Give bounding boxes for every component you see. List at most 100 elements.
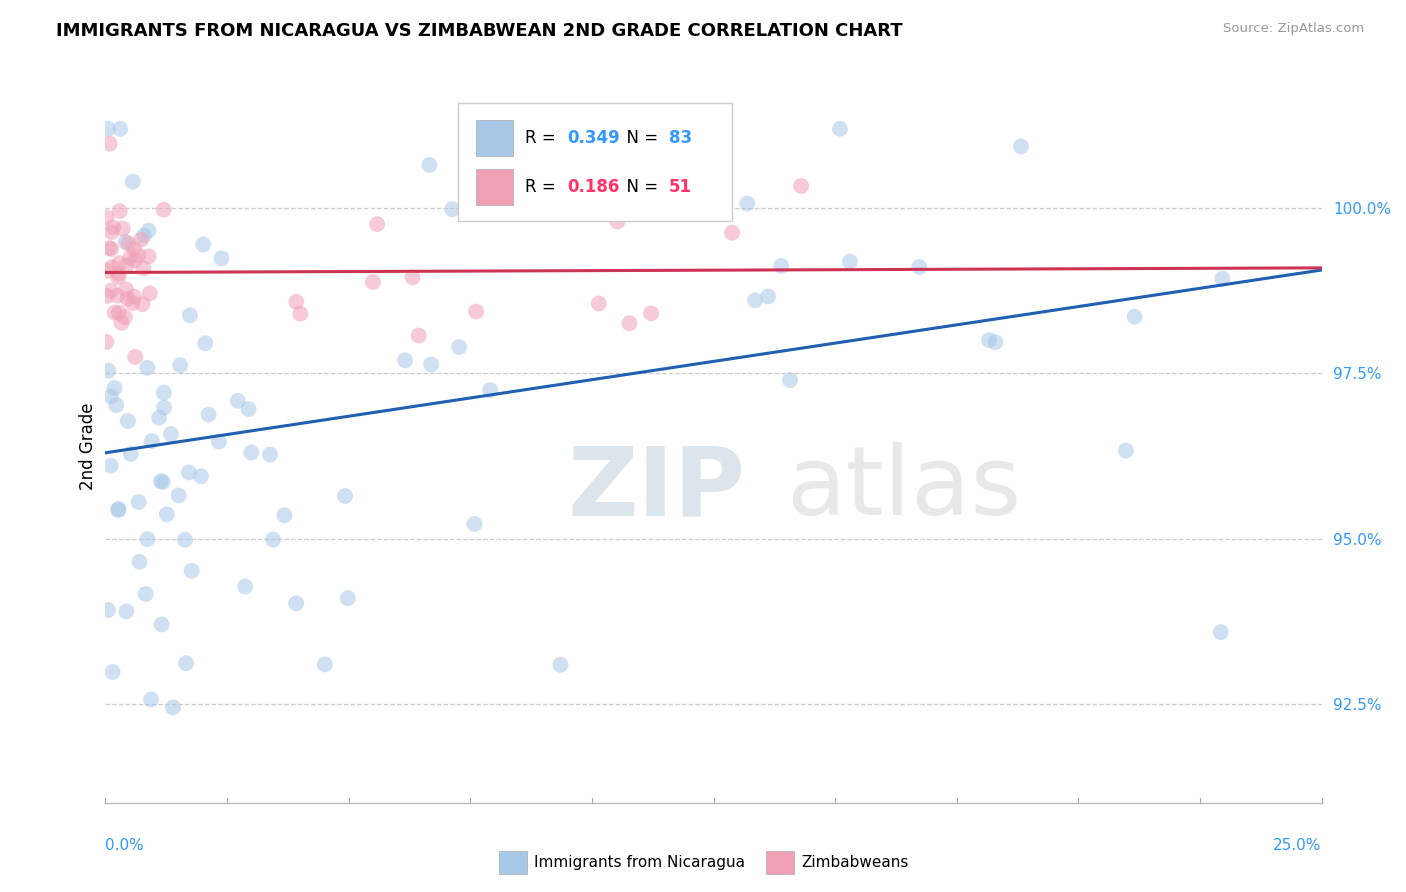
Point: [136, 360, 159, 375]
Point: [148, 410, 170, 425]
Point: [194, 336, 217, 351]
Point: [174, 533, 197, 547]
Text: Source: ZipAtlas.com: Source: ZipAtlas.com: [1223, 22, 1364, 36]
Text: 0.349: 0.349: [568, 129, 620, 147]
Point: [115, 604, 138, 618]
Point: [100, 242, 122, 256]
Point: [190, 469, 212, 483]
Point: [479, 383, 502, 397]
Point: [756, 289, 779, 303]
Point: [838, 254, 860, 268]
Point: [103, 381, 125, 395]
Point: [131, 297, 153, 311]
Point: [117, 236, 139, 251]
Text: ZIP: ZIP: [568, 442, 745, 535]
Point: [117, 414, 139, 428]
Text: N =: N =: [616, 129, 664, 147]
FancyBboxPatch shape: [458, 103, 731, 221]
Point: [420, 358, 443, 372]
Point: [828, 121, 851, 136]
Point: [177, 466, 200, 480]
Point: [174, 657, 197, 671]
Point: [100, 390, 122, 404]
Point: [135, 587, 157, 601]
Point: [211, 252, 233, 266]
Point: [96, 334, 118, 349]
Text: 0.186: 0.186: [568, 178, 620, 195]
Point: [115, 259, 138, 273]
Point: [314, 657, 336, 672]
Point: [97, 121, 120, 136]
Point: [96, 289, 118, 303]
Point: [1209, 625, 1232, 640]
Point: [333, 489, 356, 503]
Point: [744, 293, 766, 308]
Text: N =: N =: [616, 178, 664, 195]
Text: R =: R =: [524, 178, 561, 195]
Point: [240, 445, 263, 459]
Point: [770, 259, 793, 273]
Point: [96, 211, 118, 225]
Point: [441, 202, 464, 217]
Point: [463, 516, 485, 531]
Point: [108, 256, 131, 270]
Point: [132, 261, 155, 276]
Point: [516, 195, 538, 210]
Point: [121, 296, 143, 310]
Point: [160, 426, 183, 441]
Point: [98, 136, 121, 151]
Text: 83: 83: [668, 129, 692, 147]
Point: [152, 202, 174, 217]
Point: [735, 196, 758, 211]
Text: atlas: atlas: [786, 442, 1022, 535]
Point: [197, 408, 219, 422]
Point: [107, 503, 129, 517]
Point: [111, 221, 134, 235]
Point: [418, 158, 440, 172]
Y-axis label: 2nd Grade: 2nd Grade: [79, 402, 97, 490]
Point: [977, 333, 1000, 347]
Point: [366, 217, 388, 231]
Point: [97, 363, 120, 377]
Point: [550, 657, 572, 672]
Text: Immigrants from Nicaragua: Immigrants from Nicaragua: [534, 855, 745, 870]
Point: [121, 175, 143, 189]
Point: [122, 289, 145, 303]
Point: [114, 310, 136, 324]
Point: [233, 580, 256, 594]
Point: [114, 235, 136, 249]
Point: [790, 179, 813, 194]
Point: [336, 591, 359, 606]
Point: [107, 502, 129, 516]
Text: 0.0%: 0.0%: [105, 838, 145, 854]
Point: [449, 340, 471, 354]
Point: [226, 393, 249, 408]
Point: [120, 447, 142, 461]
Text: Zimbabweans: Zimbabweans: [801, 855, 908, 870]
Point: [285, 294, 308, 309]
Point: [290, 307, 312, 321]
Point: [139, 692, 162, 706]
Point: [273, 508, 295, 523]
Point: [640, 306, 662, 320]
Point: [588, 296, 610, 310]
Point: [138, 249, 160, 263]
Point: [150, 617, 173, 632]
Point: [141, 434, 163, 448]
Point: [104, 305, 127, 319]
Point: [408, 328, 430, 343]
Point: [110, 316, 132, 330]
Point: [1010, 139, 1032, 153]
Point: [103, 220, 125, 235]
Point: [128, 495, 150, 509]
Point: [149, 475, 172, 489]
Point: [394, 353, 416, 368]
Point: [108, 306, 131, 320]
Point: [153, 385, 176, 400]
Point: [97, 603, 120, 617]
Point: [259, 448, 281, 462]
Bar: [477, 169, 513, 204]
Point: [179, 309, 201, 323]
Point: [120, 251, 142, 265]
Point: [128, 555, 150, 569]
